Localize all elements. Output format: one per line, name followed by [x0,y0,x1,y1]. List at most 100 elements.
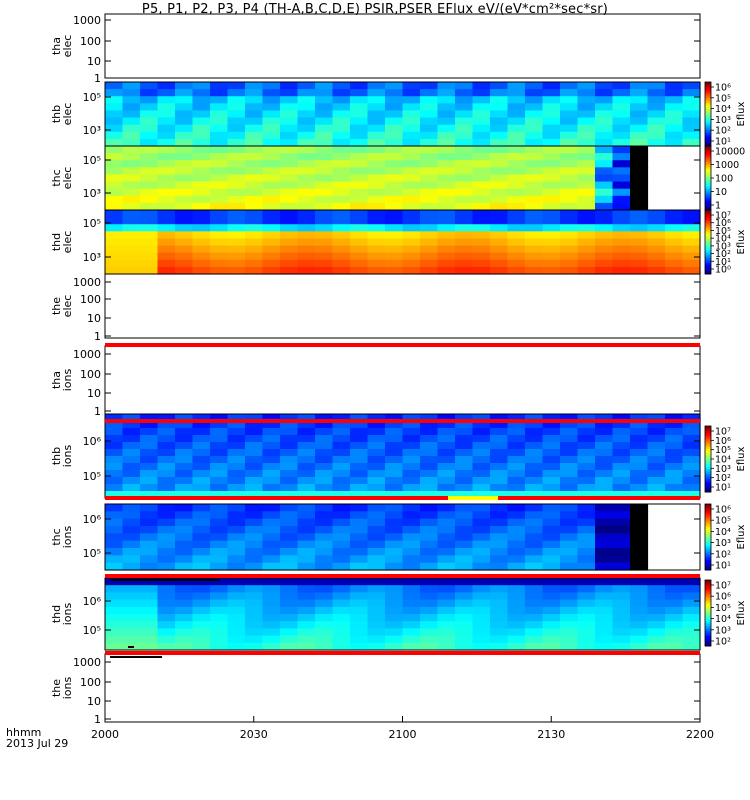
heatmap-cell [682,642,701,651]
heatmap-cell [560,231,579,240]
heatmap-cell [192,548,211,556]
colorbar-swatch [705,604,711,607]
panel-label: thbelec [50,103,74,126]
heatmap-cell [315,421,334,429]
y-tick-label: 1 [94,405,101,418]
heatmap-cell [315,533,334,542]
heatmap-cell [140,259,159,268]
colorbar-swatch [705,226,711,229]
heatmap-cell [402,504,421,512]
heatmap-cell [507,153,526,161]
heatmap-cell [455,614,474,622]
heatmap-cell [332,124,351,133]
heatmap-cell [507,245,526,254]
heatmap-cell [315,238,334,247]
colorbar-swatch [705,507,711,510]
heatmap-cell [315,635,334,644]
heatmap-cell [210,103,229,112]
heatmap-cell [245,238,264,247]
heatmap-cell [157,540,176,549]
heatmap-cell [140,592,159,601]
heatmap-cell [630,224,649,232]
heatmap-cell [630,174,649,183]
heatmap-cell [420,167,439,176]
heatmap-cell [437,526,456,534]
heatmap-cell [227,628,246,637]
heatmap-cell [542,146,561,154]
heatmap-cell [560,606,579,615]
y-tick-label: 10³ [83,124,101,137]
heatmap-cell [490,414,509,422]
heatmap-cell [280,578,299,586]
heatmap-cell [455,82,474,90]
heatmap-cell [350,555,369,564]
heatmap-cell [140,153,159,161]
colorbar-swatch [705,246,711,249]
colorbar-swatch [705,553,711,556]
heatmap-cell [665,231,684,240]
heatmap-cell [315,231,334,240]
heatmap-cell [630,518,649,527]
heatmap-cell [665,217,684,225]
heatmap-cell [367,578,386,586]
heatmap-cell [227,456,246,464]
heatmap-cell [437,484,456,492]
heatmap-cell [612,606,631,615]
heatmap-cell [490,635,509,644]
heatmap-cell [665,103,684,112]
heatmap-cell [525,504,544,512]
heatmap-cell [490,181,509,190]
heatmap-cell [385,442,404,450]
heatmap-cell [630,635,649,644]
colorbar-swatch [705,189,711,192]
heatmap-cell [262,414,281,422]
heatmap-cell [542,484,561,492]
heatmap-cell [332,442,351,450]
heatmap-cell [490,428,509,436]
heatmap-cell [210,124,229,133]
heatmap-cell [420,477,439,485]
heatmap-cell [245,540,264,549]
heatmap-cell [402,628,421,637]
heatmap-cell [612,181,631,190]
heatmap-cell [367,89,386,97]
heatmap-cell [192,449,211,457]
heatmap-cell [157,491,176,499]
heatmap-cell [350,174,369,183]
heatmap-cell [332,103,351,112]
heatmap-cell [455,245,474,254]
colorbar-swatch [705,181,711,184]
heatmap-cell [525,174,544,183]
heatmap-cell [542,252,561,261]
heatmap-cell [595,533,614,542]
heatmap-cell [455,195,474,204]
heatmap-cell [612,642,631,651]
heatmap-cell [560,96,579,104]
heatmap-cell [315,153,334,161]
heatmap-cell [577,103,596,112]
heatmap-cell [507,252,526,261]
heatmap-cell [210,195,229,204]
colorbar-swatch [705,192,711,195]
heatmap-cell [140,470,159,478]
heatmap-cell [420,224,439,232]
heatmap-cell [437,599,456,608]
colorbar-swatch [705,426,711,429]
heatmap-cell [630,526,649,534]
heatmap-cell [420,491,439,499]
heatmap-cell [455,491,474,499]
heatmap-cell [507,442,526,450]
heatmap-cell [245,435,264,443]
heatmap-cell [525,442,544,450]
heatmap-cell [525,585,544,593]
heatmap-cell [490,217,509,225]
colorbar-swatch [705,115,711,118]
heatmap-cell [402,96,421,104]
heatmap-cell [525,642,544,651]
heatmap-cell [350,153,369,161]
heatmap-cell [455,463,474,471]
heatmap-cell [665,614,684,622]
heatmap-cell [630,238,649,247]
panel-label-probe: thc [50,169,63,186]
heatmap-cell [175,224,194,232]
